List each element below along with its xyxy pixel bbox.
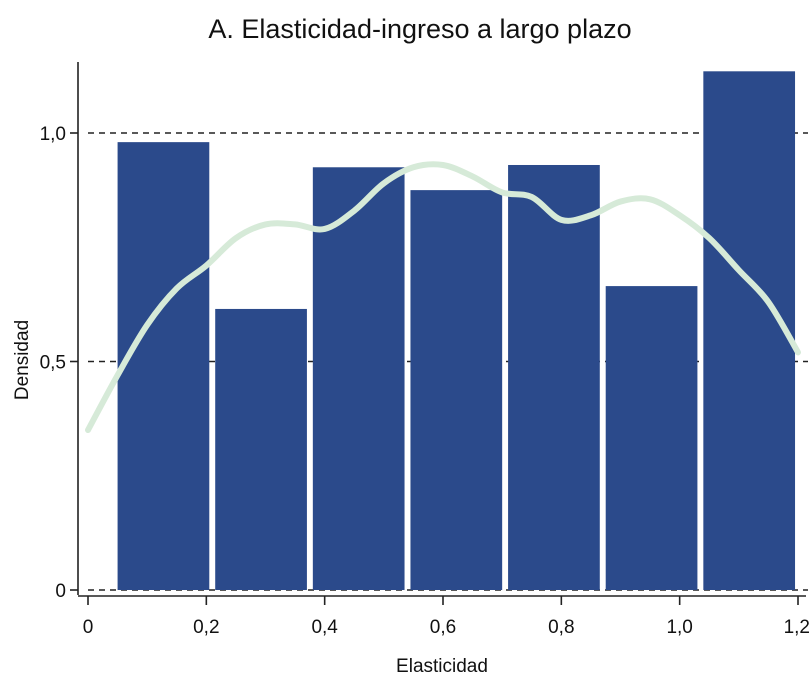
histogram-bar [410,190,503,590]
y-tick-label: 0 [55,581,66,602]
y-tick-label: 1,0 [40,124,66,145]
x-tick-label: 1,0 [666,617,692,638]
x-tick-label: 0,8 [548,617,574,638]
density-curve-layer [85,161,801,434]
chart-title: A. Elasticidad-ingreso a largo plazo [208,14,631,44]
x-tick-label: 1,2 [784,617,810,638]
y-axis-title: Densidad [12,320,33,400]
bars [117,71,796,591]
histogram-bar [605,286,698,590]
x-tick-label: 0,2 [193,617,219,638]
x-tick-label: 0,4 [311,617,338,638]
x-axis-title: Elasticidad [396,656,488,677]
histogram-bar [117,142,210,590]
histogram-bar [508,164,600,591]
density-curve [85,161,801,434]
x-tick-label: 0 [83,617,94,638]
histogram-bar [312,167,405,590]
y-tick-label: 0,5 [40,353,66,374]
histogram-bar [703,71,796,591]
histogram-bar [215,308,307,590]
x-tick-label: 0,6 [430,617,456,638]
axes: 0 0,5 1,0 0 0,2 0,4 0,6 0,8 1,0 1,2 [40,62,810,638]
